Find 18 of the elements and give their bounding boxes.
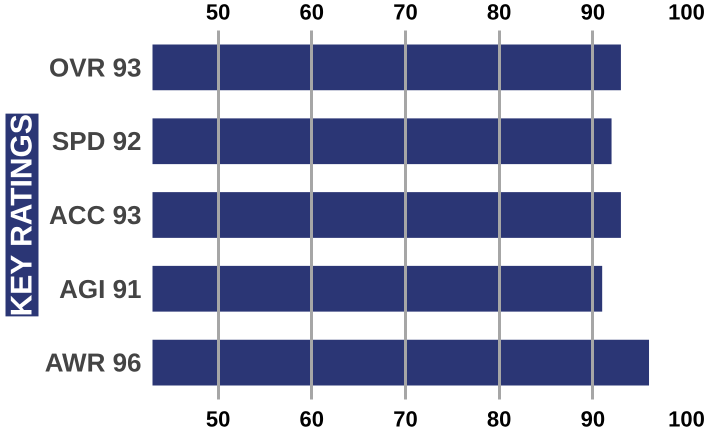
text: KEY RATINGS bbox=[6, 114, 38, 316]
x-tick-label: 50 bbox=[206, 0, 230, 24]
x2-tick-label: 100 bbox=[668, 406, 705, 429]
x-tick-label: 60 bbox=[300, 0, 324, 24]
y-tick-label: AGI 91 bbox=[59, 274, 142, 304]
x2-tick-label: 90 bbox=[580, 406, 606, 429]
x2-tick-label: 80 bbox=[486, 406, 512, 429]
x2-tick-label: 70 bbox=[393, 406, 418, 429]
y-tick-label: AWR 96 bbox=[44, 348, 142, 378]
x2-tick-label: 60 bbox=[300, 406, 324, 429]
x-tick-label: 70 bbox=[393, 0, 418, 24]
y-tick-label: ACC 93 bbox=[49, 200, 142, 230]
x-tick-label: 80 bbox=[486, 0, 512, 24]
y-tick-label: OVR 93 bbox=[49, 52, 142, 82]
x-tick-label: 90 bbox=[580, 0, 606, 24]
x2-tick-label: 50 bbox=[206, 406, 230, 429]
x-tick-label: 100 bbox=[668, 0, 705, 24]
y-tick-label: SPD 92 bbox=[52, 126, 142, 156]
